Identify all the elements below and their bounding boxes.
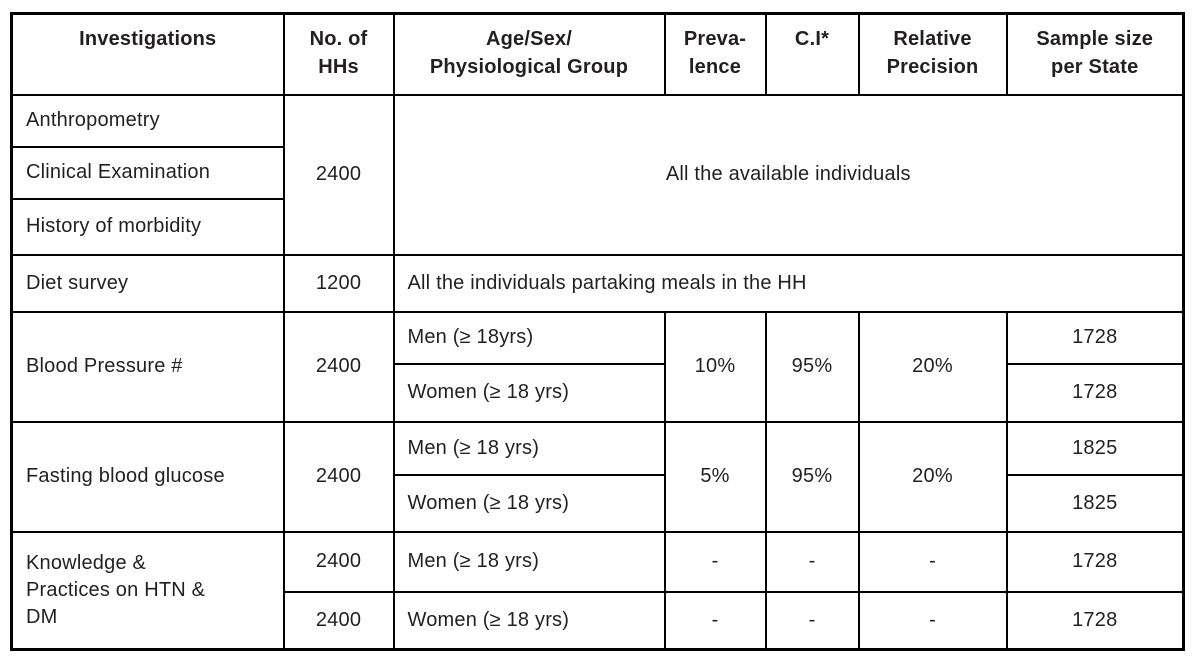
cell-sample-kp-men: 1728 [1005, 530, 1185, 593]
col-header-prevalence: Preva- lence [663, 12, 767, 96]
cell-group-bp-women: Women (≥ 18 yrs) [392, 362, 666, 423]
row-fasting-glucose-men: Fasting blood glucose 2400 Men (≥ 18 yrs… [10, 420, 1185, 533]
sampling-design-table: Investigations No. of HHs Age/Sex/ Physi… [10, 12, 1185, 651]
cell-group-fbg-women: Women (≥ 18 yrs) [392, 473, 666, 533]
col-header-sample-size: Sample size per State [1005, 12, 1185, 96]
cell-sample-fbg-men: 1825 [1005, 420, 1185, 476]
cell-precision-bp: 20% [857, 310, 1008, 423]
cell-hhs-kp-men: 2400 [282, 530, 395, 593]
cell-investigation-history: History of morbidity [10, 197, 285, 256]
cell-precision-kp-women: - [857, 590, 1008, 651]
cell-hhs-group1: 2400 [282, 93, 395, 256]
cell-group-kp-women: Women (≥ 18 yrs) [392, 590, 666, 651]
cell-sample-bp-women: 1728 [1005, 362, 1185, 423]
cell-investigation-clinical: Clinical Examination [10, 145, 285, 200]
row-history-of-morbidity: History of morbidity [10, 197, 1184, 256]
cell-group-fbg-men: Men (≥ 18 yrs) [392, 420, 666, 476]
col-header-age-sex-group: Age/Sex/ Physiological Group [392, 12, 666, 96]
cell-ci-kp-women: - [764, 590, 860, 651]
cell-hhs-kp-women: 2400 [282, 590, 395, 651]
col-header-investigations: Investigations [10, 12, 285, 96]
cell-hhs-blood-pressure: 2400 [282, 310, 395, 423]
cell-prevalence-fbg: 5% [663, 420, 767, 533]
cell-prevalence-kp-women: - [663, 590, 767, 651]
row-diet-survey: Diet survey 1200 All the individuals par… [10, 253, 1185, 313]
row-blood-pressure-women: Women (≥ 18 yrs) 1728 [12, 362, 1185, 423]
cell-investigation-fasting-glucose: Fasting blood glucose [10, 420, 285, 533]
cell-sample-kp-women: 1728 [1005, 590, 1185, 651]
cell-precision-fbg: 20% [857, 420, 1008, 533]
cell-investigation-diet: Diet survey [10, 253, 285, 313]
cell-hhs-diet: 1200 [282, 253, 395, 313]
cell-investigation-knowledge-practices: Knowledge & Practices on HTN & DM [10, 530, 285, 651]
cell-hhs-fasting-glucose: 2400 [282, 420, 395, 533]
cell-group-kp-men: Men (≥ 18 yrs) [392, 530, 666, 593]
cell-investigation-anthropometry: Anthropometry [10, 93, 285, 148]
cell-prevalence-bp: 10% [663, 310, 767, 423]
row-fasting-glucose-women: Women (≥ 18 yrs) 1825 [12, 473, 1185, 533]
row-knowledge-practices-women: 2400 Women (≥ 18 yrs) - - - 1728 [12, 590, 1185, 651]
cell-precision-kp-men: - [857, 530, 1008, 593]
col-header-ci: C.I* [764, 12, 860, 96]
row-clinical-examination: Clinical Examination [10, 145, 1184, 200]
cell-prevalence-kp-men: - [663, 530, 767, 593]
cell-group-bp-men: Men (≥ 18yrs) [392, 310, 666, 365]
cell-note-diet: All the individuals partaking meals in t… [392, 253, 1185, 313]
cell-investigation-blood-pressure: Blood Pressure # [10, 310, 285, 423]
cell-ci-kp-men: - [764, 530, 860, 593]
col-header-relative-precision: Relative Precision [857, 12, 1008, 96]
row-knowledge-practices-men: Knowledge & Practices on HTN & DM 2400 M… [10, 530, 1185, 651]
row-blood-pressure-men: Blood Pressure # 2400 Men (≥ 18yrs) 10% … [10, 310, 1185, 423]
header-row: Investigations No. of HHs Age/Sex/ Physi… [10, 12, 1185, 96]
cell-sample-bp-men: 1728 [1005, 310, 1185, 365]
cell-ci-bp: 95% [764, 310, 860, 423]
cell-ci-fbg: 95% [764, 420, 860, 533]
row-anthropometry: Anthropometry 2400 All the available ind… [10, 93, 1185, 256]
cell-sample-fbg-women: 1825 [1005, 473, 1185, 533]
cell-note-all-available: All the available individuals [392, 93, 1185, 256]
col-header-no-of-hhs: No. of HHs [282, 12, 395, 96]
